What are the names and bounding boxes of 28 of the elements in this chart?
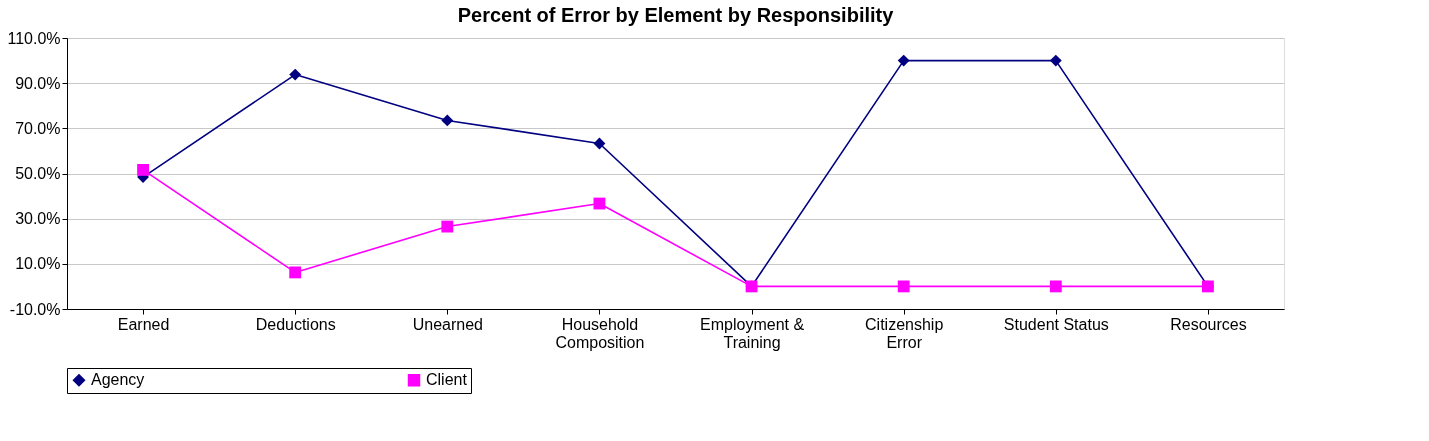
y-tick-label: 90.0% [15, 74, 61, 92]
y-tick-label: 50.0% [15, 165, 61, 182]
point [1049, 54, 1062, 67]
x-tick-label: Deductions [255, 315, 336, 333]
x-tick-label: Earned [117, 315, 170, 333]
legend-label: Client [426, 371, 468, 389]
y-tick-label: -10.0% [9, 300, 61, 318]
x-tick-label: Student Status [1003, 315, 1109, 333]
x-tick-label: Citizenship Error [865, 315, 944, 351]
point [1049, 280, 1062, 293]
x-tick-label: Employment & Training [700, 315, 805, 351]
legend-label: Agency [91, 371, 145, 389]
y-tick-label: 10.0% [15, 255, 61, 273]
point [441, 114, 454, 127]
point [897, 54, 910, 67]
point [897, 280, 910, 293]
y-tick-label: 110.0% [7, 29, 61, 47]
point [593, 137, 606, 150]
x-tick-label: Resources [1170, 315, 1247, 333]
point [289, 266, 302, 279]
point [137, 163, 149, 176]
point [441, 220, 454, 233]
x-tick-label: Household Composition [555, 315, 645, 351]
x-tick-label: Unearned [412, 315, 483, 333]
y-tick-label: 70.0% [15, 119, 61, 137]
point [289, 68, 302, 81]
chart-title: Percent of Error by Element by Responsibility [457, 4, 895, 26]
y-tick-label: 30.0% [15, 210, 61, 228]
